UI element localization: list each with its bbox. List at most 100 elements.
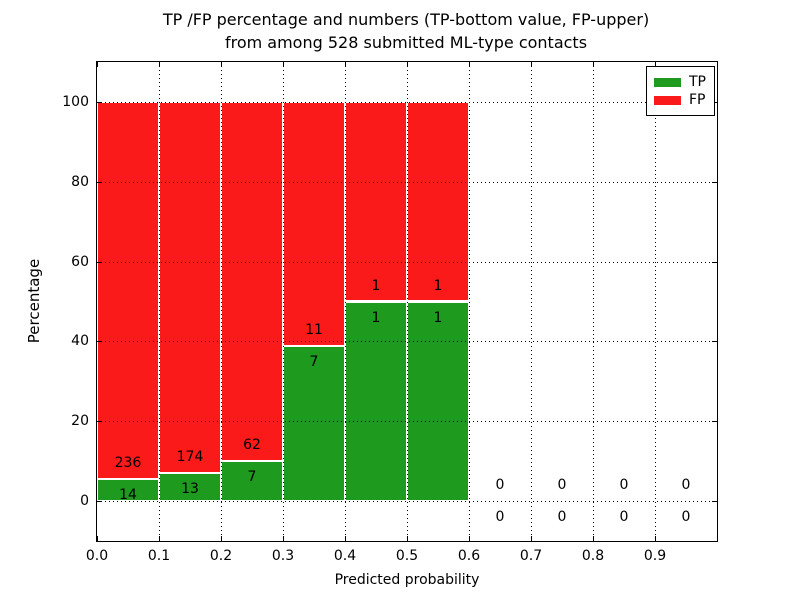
legend: TP FP bbox=[646, 66, 715, 116]
fp-count-label: 0 bbox=[495, 477, 505, 494]
tp-count-label: 1 bbox=[371, 309, 381, 326]
x-tick-label: 0.8 bbox=[581, 548, 605, 564]
tp-legend-label: TP bbox=[689, 74, 706, 90]
fp-legend-swatch bbox=[654, 95, 681, 105]
y-tick-label: 20 bbox=[71, 413, 89, 430]
x-tick-mark bbox=[655, 62, 656, 67]
x-tick-label: 0.9 bbox=[643, 548, 667, 564]
y-tick-label: 40 bbox=[71, 333, 89, 350]
gridline-vertical bbox=[469, 62, 470, 541]
tp-count-label: 1 bbox=[433, 309, 443, 326]
tp-count-label: 14 bbox=[119, 486, 137, 503]
gridline-vertical bbox=[407, 62, 408, 541]
fp-count-label: 1 bbox=[433, 277, 443, 294]
chart-title-line2: from among 528 submitted ML-type contact… bbox=[224, 33, 588, 52]
y-tick-mark bbox=[712, 261, 717, 263]
y-tick-mark bbox=[97, 261, 102, 263]
fp-bar-segment bbox=[97, 101, 159, 479]
tp-count-label: 0 bbox=[681, 509, 691, 526]
x-tick-label: 0.5 bbox=[395, 548, 419, 564]
x-tick-mark bbox=[221, 62, 222, 67]
fp-count-label: 174 bbox=[176, 449, 204, 466]
x-tick-mark bbox=[593, 62, 594, 67]
x-tick-mark bbox=[655, 536, 656, 541]
x-tick-label: 0.0 bbox=[85, 548, 109, 564]
fp-count-label: 62 bbox=[243, 436, 261, 453]
fp-count-label: 0 bbox=[557, 477, 567, 494]
x-tick-mark bbox=[283, 536, 284, 541]
y-tick-mark bbox=[712, 181, 717, 183]
x-tick-mark bbox=[97, 62, 98, 67]
x-tick-mark bbox=[407, 536, 408, 541]
y-tick-label: 60 bbox=[71, 253, 89, 270]
x-tick-label: 0.6 bbox=[457, 548, 481, 564]
x-tick-mark bbox=[97, 536, 98, 541]
fp-count-label: 236 bbox=[114, 454, 142, 471]
gridline-vertical bbox=[345, 62, 346, 541]
x-axis-label: Predicted probability bbox=[334, 572, 480, 588]
y-tick-label: 0 bbox=[80, 493, 89, 510]
x-tick-mark bbox=[159, 62, 160, 67]
x-tick-label: 0.4 bbox=[333, 548, 357, 564]
fp-count-label: 0 bbox=[619, 477, 629, 494]
tp-bar-segment bbox=[97, 478, 159, 502]
y-tick-mark bbox=[97, 501, 102, 503]
gridline-vertical bbox=[283, 62, 284, 541]
fp-count-label: 1 bbox=[371, 277, 381, 294]
y-tick-mark bbox=[712, 421, 717, 423]
fp-legend-label: FP bbox=[689, 92, 706, 108]
tp-count-label: 0 bbox=[619, 509, 629, 526]
y-tick-mark bbox=[97, 101, 102, 103]
y-tick-label: 80 bbox=[71, 173, 89, 190]
y-tick-mark bbox=[712, 341, 717, 343]
fp-count-label: 0 bbox=[681, 477, 691, 494]
fp-bar-segment bbox=[221, 101, 283, 461]
tp-count-label: 0 bbox=[495, 509, 505, 526]
fp-bar-segment bbox=[407, 101, 469, 302]
y-tick-mark bbox=[97, 181, 102, 183]
tp-count-label: 7 bbox=[247, 468, 257, 485]
chart-title: TP /FP percentage and numbers (TP-bottom… bbox=[96, 8, 716, 54]
legend-entry-tp: TP bbox=[654, 73, 706, 91]
x-tick-label: 0.7 bbox=[519, 548, 543, 564]
x-tick-mark bbox=[159, 536, 160, 541]
x-tick-mark bbox=[345, 536, 346, 541]
x-tick-label: 0.3 bbox=[271, 548, 295, 564]
x-tick-mark bbox=[221, 536, 222, 541]
x-tick-mark bbox=[283, 62, 284, 67]
x-tick-mark bbox=[469, 536, 470, 541]
x-tick-mark bbox=[407, 62, 408, 67]
fp-bar-segment bbox=[345, 101, 407, 302]
tp-bar-segment bbox=[159, 473, 221, 502]
y-axis-label: Percentage bbox=[25, 258, 43, 344]
y-tick-mark bbox=[712, 501, 717, 503]
y-tick-label: 100 bbox=[62, 93, 89, 110]
plot-area: 0.0 0.1 0.2 0.3 0.4 0.5 0.6 0.7 0.8 0.9 0 20 40 60 80 1… bbox=[25, 61, 718, 588]
x-tick-mark bbox=[531, 62, 532, 67]
y-tick-mark bbox=[97, 341, 102, 343]
gridline-vertical bbox=[593, 62, 594, 541]
tp-count-label: 0 bbox=[557, 509, 567, 526]
tp-count-label: 13 bbox=[181, 481, 199, 498]
chart-title-line1: TP /FP percentage and numbers (TP-bottom… bbox=[162, 10, 650, 29]
x-tick-label: 0.2 bbox=[209, 548, 233, 564]
fp-bar-segment bbox=[159, 101, 221, 474]
gridline-vertical bbox=[159, 62, 160, 541]
tp-bar-segment bbox=[407, 301, 469, 502]
x-tick-label: 0.1 bbox=[147, 548, 171, 564]
fp-bar-segment bbox=[283, 101, 345, 346]
tp-count-label: 7 bbox=[309, 353, 319, 370]
gridline-vertical bbox=[655, 62, 656, 541]
x-tick-mark bbox=[593, 536, 594, 541]
legend-entry-fp: FP bbox=[654, 91, 706, 109]
tp-legend-swatch bbox=[654, 77, 681, 87]
tp-bar-segment bbox=[345, 301, 407, 502]
gridline-vertical bbox=[531, 62, 532, 541]
y-tick-mark bbox=[97, 421, 102, 423]
gridline-vertical bbox=[221, 62, 222, 541]
fp-count-label: 11 bbox=[305, 321, 323, 338]
x-tick-mark bbox=[531, 536, 532, 541]
x-tick-mark bbox=[469, 62, 470, 67]
x-tick-mark bbox=[345, 62, 346, 67]
